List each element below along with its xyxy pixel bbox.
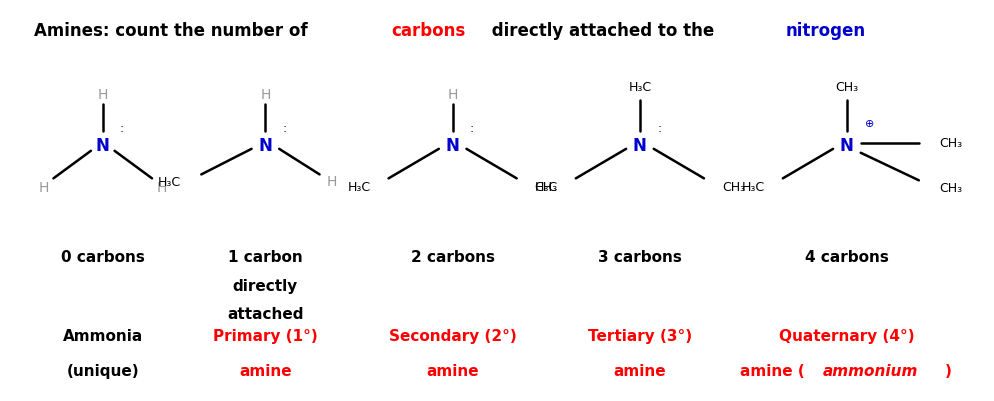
Text: H₃C: H₃C bbox=[535, 180, 558, 193]
Text: nitrogen: nitrogen bbox=[785, 22, 866, 40]
Text: H: H bbox=[157, 181, 167, 195]
Text: Primary (1°): Primary (1°) bbox=[213, 328, 318, 343]
Text: :​: :​ bbox=[120, 122, 124, 134]
Text: 1 carbon: 1 carbon bbox=[228, 249, 303, 265]
Text: N: N bbox=[95, 137, 109, 154]
Text: 4 carbons: 4 carbons bbox=[805, 249, 889, 265]
Text: H: H bbox=[97, 87, 108, 101]
Text: H: H bbox=[447, 87, 458, 101]
Text: amine: amine bbox=[426, 363, 479, 378]
Text: directly: directly bbox=[233, 278, 298, 293]
Text: :​: :​ bbox=[657, 122, 662, 134]
Text: ammonium: ammonium bbox=[823, 363, 918, 378]
Text: ): ) bbox=[945, 363, 952, 378]
Text: Secondary (2°): Secondary (2°) bbox=[389, 328, 517, 343]
Text: N: N bbox=[258, 137, 272, 154]
Text: :​: :​ bbox=[470, 122, 474, 134]
Text: CH₃: CH₃ bbox=[535, 180, 558, 193]
Text: amine (: amine ( bbox=[741, 363, 805, 378]
Text: Amines: count the number of: Amines: count the number of bbox=[34, 22, 313, 40]
Text: amine: amine bbox=[239, 363, 291, 378]
Text: amine: amine bbox=[613, 363, 666, 378]
Text: 0 carbons: 0 carbons bbox=[61, 249, 145, 265]
Text: Ammonia: Ammonia bbox=[63, 328, 143, 343]
Text: (unique): (unique) bbox=[67, 363, 139, 378]
Text: N: N bbox=[633, 137, 647, 154]
Text: H₃C: H₃C bbox=[628, 81, 651, 94]
Text: H₃C: H₃C bbox=[158, 176, 181, 188]
Text: directly attached to the: directly attached to the bbox=[486, 22, 721, 40]
Text: H₃C: H₃C bbox=[348, 180, 371, 193]
Text: 2 carbons: 2 carbons bbox=[411, 249, 495, 265]
Text: CH₃: CH₃ bbox=[722, 180, 746, 193]
Text: H: H bbox=[326, 175, 337, 188]
Text: H: H bbox=[39, 181, 49, 195]
Text: :​: :​ bbox=[283, 122, 287, 134]
Text: Quaternary (4°): Quaternary (4°) bbox=[779, 328, 914, 343]
Text: CH₃: CH₃ bbox=[939, 181, 962, 194]
Text: Tertiary (3°): Tertiary (3°) bbox=[587, 328, 692, 343]
Text: H₃C: H₃C bbox=[742, 180, 764, 193]
Text: 3 carbons: 3 carbons bbox=[598, 249, 682, 265]
Text: N: N bbox=[445, 137, 459, 154]
Text: carbons: carbons bbox=[392, 22, 465, 40]
Text: CH₃: CH₃ bbox=[835, 81, 859, 94]
Text: N: N bbox=[840, 137, 854, 154]
Text: H: H bbox=[260, 87, 270, 101]
Text: attached: attached bbox=[227, 306, 303, 321]
Text: ⊕: ⊕ bbox=[865, 119, 875, 129]
Text: CH₃: CH₃ bbox=[939, 137, 962, 150]
